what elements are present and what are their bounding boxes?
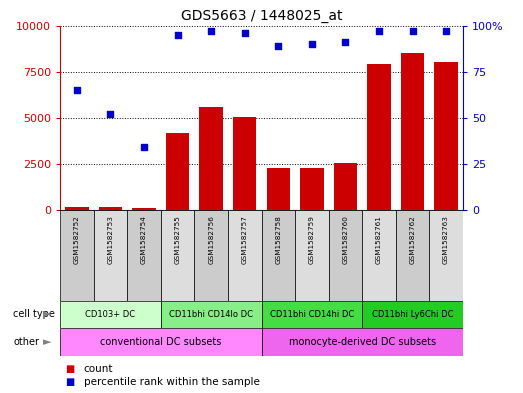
- Text: conventional DC subsets: conventional DC subsets: [100, 337, 222, 347]
- Bar: [295, 210, 328, 301]
- Bar: [60, 328, 262, 356]
- Text: ►: ►: [43, 309, 51, 320]
- Point: [140, 144, 148, 151]
- Bar: [401, 53, 424, 210]
- Bar: [60, 210, 94, 301]
- Bar: [99, 207, 122, 210]
- Bar: [199, 107, 223, 210]
- Bar: [262, 328, 463, 356]
- Point: [207, 28, 215, 34]
- Bar: [195, 210, 228, 301]
- Text: GSM1582756: GSM1582756: [208, 215, 214, 264]
- Point: [341, 39, 349, 45]
- Text: ►: ►: [43, 337, 51, 347]
- Bar: [396, 210, 429, 301]
- Point: [106, 111, 115, 118]
- Text: monocyte-derived DC subsets: monocyte-derived DC subsets: [289, 337, 436, 347]
- Text: GSM1582755: GSM1582755: [175, 215, 180, 264]
- Bar: [362, 210, 396, 301]
- Text: GSM1582759: GSM1582759: [309, 215, 315, 264]
- Point: [375, 28, 383, 34]
- Text: CD11bhi CD14hi DC: CD11bhi CD14hi DC: [270, 310, 354, 319]
- Text: CD11bhi CD14lo DC: CD11bhi CD14lo DC: [169, 310, 253, 319]
- Bar: [161, 301, 262, 328]
- Point: [73, 87, 81, 93]
- Point: [241, 30, 249, 36]
- Point: [274, 43, 282, 49]
- Text: CD103+ DC: CD103+ DC: [85, 310, 135, 319]
- Text: count: count: [84, 364, 113, 375]
- Text: GSM1582762: GSM1582762: [410, 215, 415, 264]
- Point: [442, 28, 450, 34]
- Text: GSM1582761: GSM1582761: [376, 215, 382, 264]
- Point: [174, 31, 182, 38]
- Bar: [362, 301, 463, 328]
- Title: GDS5663 / 1448025_at: GDS5663 / 1448025_at: [181, 9, 342, 23]
- Text: CD11bhi Ly6Chi DC: CD11bhi Ly6Chi DC: [372, 310, 453, 319]
- Bar: [367, 64, 391, 210]
- Bar: [94, 210, 127, 301]
- Bar: [262, 210, 295, 301]
- Bar: [132, 208, 156, 210]
- Bar: [267, 168, 290, 210]
- Text: ■: ■: [65, 377, 75, 387]
- Point: [408, 28, 417, 34]
- Point: [308, 41, 316, 47]
- Text: GSM1582763: GSM1582763: [443, 215, 449, 264]
- Bar: [334, 163, 357, 210]
- Bar: [228, 210, 262, 301]
- Bar: [434, 62, 458, 210]
- Bar: [60, 301, 161, 328]
- Text: GSM1582760: GSM1582760: [343, 215, 348, 264]
- Text: GSM1582754: GSM1582754: [141, 215, 147, 264]
- Bar: [127, 210, 161, 301]
- Bar: [166, 133, 189, 210]
- Text: GSM1582758: GSM1582758: [275, 215, 281, 264]
- Bar: [328, 210, 362, 301]
- Bar: [262, 301, 362, 328]
- Text: GSM1582752: GSM1582752: [74, 215, 80, 264]
- Text: GSM1582757: GSM1582757: [242, 215, 248, 264]
- Text: ■: ■: [65, 364, 75, 375]
- Bar: [429, 210, 463, 301]
- Bar: [300, 168, 324, 210]
- Bar: [161, 210, 195, 301]
- Text: percentile rank within the sample: percentile rank within the sample: [84, 377, 259, 387]
- Text: GSM1582753: GSM1582753: [108, 215, 113, 264]
- Bar: [65, 208, 89, 210]
- Text: other: other: [13, 337, 39, 347]
- Bar: [233, 117, 256, 210]
- Text: cell type: cell type: [13, 309, 55, 320]
